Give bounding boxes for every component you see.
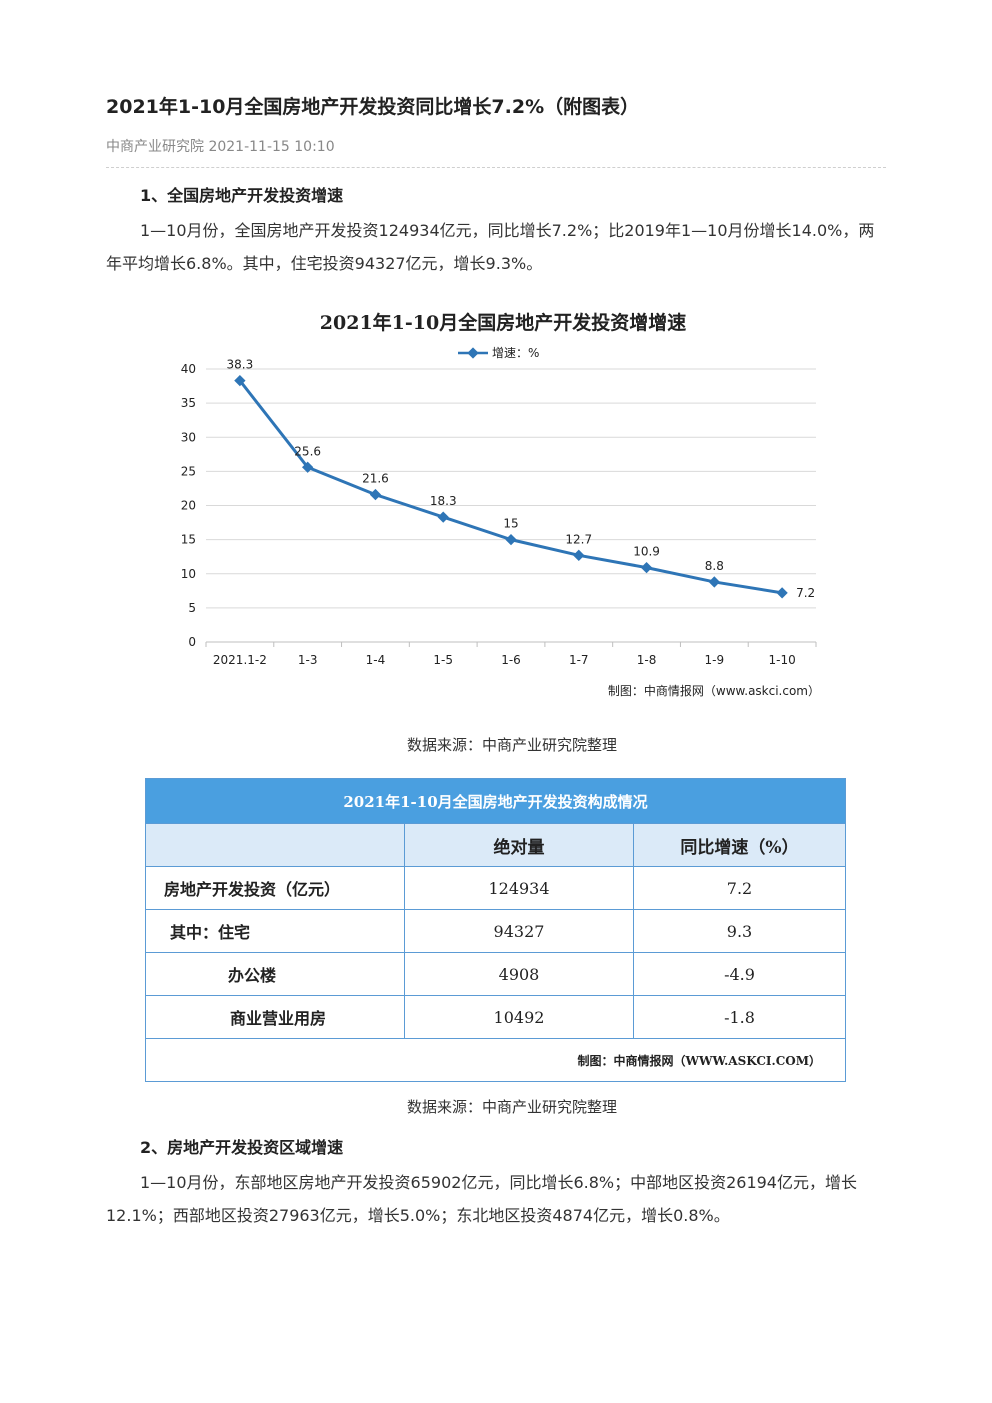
row-value: 94327 xyxy=(404,909,634,953)
table-row: 其中：住宅 94327 9.3 xyxy=(145,909,846,953)
data-label: 8.8 xyxy=(705,559,724,573)
x-tick-label: 1-3 xyxy=(298,653,318,667)
chart-title: 2021年1-10月全国房地产开发投资增增速 xyxy=(320,311,686,334)
x-tick-label: 1-6 xyxy=(501,653,521,667)
data-point xyxy=(302,461,314,473)
section1-paragraph: 1—10月份，全国房地产开发投资124934亿元，同比增长7.2%；比2019年… xyxy=(106,221,875,273)
table-header-blank xyxy=(145,823,405,867)
section2-heading: 2、房地产开发投资区域增速 xyxy=(140,1138,344,1157)
x-tick-label: 1-7 xyxy=(569,653,589,667)
y-tick-label: 0 xyxy=(188,635,196,649)
data-point xyxy=(776,587,788,599)
data-label: 18.3 xyxy=(430,494,457,508)
composition-table: 2021年1-10月全国房地产开发投资构成情况 绝对量 同比增速（%） 房地产开… xyxy=(145,778,846,1082)
article-title: 2021年1-10月全国房地产开发投资同比增长7.2%（附图表） xyxy=(106,96,640,118)
table-caption: 数据来源：中商产业研究院整理 xyxy=(406,1098,617,1116)
table-title: 2021年1-10月全国房地产开发投资构成情况 xyxy=(145,778,846,824)
data-point xyxy=(640,561,653,574)
data-label: 12.7 xyxy=(565,532,592,546)
row-growth: -4.9 xyxy=(633,952,846,996)
chart-grid xyxy=(206,368,816,609)
row-label: 其中：住宅 xyxy=(145,909,405,953)
row-value: 10492 xyxy=(404,995,634,1039)
data-point xyxy=(437,511,449,523)
table-header-value: 绝对量 xyxy=(404,823,634,867)
data-label: 38.3 xyxy=(227,358,254,372)
x-tick-label: 1-8 xyxy=(637,653,657,667)
row-growth: -1.8 xyxy=(633,995,846,1039)
x-tick-label: 1-9 xyxy=(705,653,725,667)
table-row: 办公楼 4908 -4.9 xyxy=(145,952,846,996)
chart-credit: 制图：中商情报网（www.askci.com） xyxy=(608,683,820,698)
data-point xyxy=(573,549,585,561)
growth-chart: 2021年1-10月全国房地产开发投资增增速 增速：% 0 5 10 15 20 25 30… xyxy=(148,293,848,713)
x-tick-label: 1-5 xyxy=(433,653,453,667)
chart-series: 38.3 25.6 21.6 18.3 15 12.7 10.9 8.8 7.2 xyxy=(227,358,816,600)
x-tick-label: 1-10 xyxy=(768,653,795,667)
table-credit: 制图：中商情报网（WWW.ASKCI.COM） xyxy=(145,1038,846,1082)
row-label: 商业营业用房 xyxy=(145,995,405,1039)
legend-label: 增速：% xyxy=(492,346,539,360)
row-value: 4908 xyxy=(404,952,634,996)
y-tick-label: 35 xyxy=(181,396,196,410)
data-label: 7.2 xyxy=(796,586,815,600)
table-row: 商业营业用房 10492 -1.8 xyxy=(145,995,846,1039)
article-meta: 中商产业研究院 2021-11-15 10:10 xyxy=(106,139,335,155)
y-tick-label: 10 xyxy=(181,567,196,581)
row-label: 房地产开发投资（亿元） xyxy=(145,866,405,910)
table-header-growth: 同比增速（%） xyxy=(633,823,846,867)
row-growth: 7.2 xyxy=(633,866,846,910)
chart-axes: 0 5 10 15 20 25 30 35 40 2021.1-2 1-3 1-4 1-5 1-6 1-7 1… xyxy=(181,362,817,667)
data-label: 10.9 xyxy=(633,545,660,559)
y-tick-label: 20 xyxy=(181,499,196,513)
y-tick-label: 40 xyxy=(181,362,196,376)
row-label: 办公楼 xyxy=(145,952,405,996)
data-label: 15 xyxy=(503,517,518,531)
row-growth: 9.3 xyxy=(633,909,846,953)
y-tick-label: 5 xyxy=(188,601,196,615)
data-point xyxy=(708,576,720,588)
data-label: 25.6 xyxy=(294,444,321,458)
y-tick-label: 15 xyxy=(181,533,196,547)
table-row: 房地产开发投资（亿元） 124934 7.2 xyxy=(145,866,846,910)
chart-caption: 数据来源：中商产业研究院整理 xyxy=(406,736,617,754)
divider xyxy=(106,167,886,168)
row-value: 124934 xyxy=(404,866,634,910)
series-line xyxy=(238,379,783,595)
data-label: 21.6 xyxy=(362,472,389,486)
legend-marker xyxy=(467,347,479,359)
section2-paragraph: 1—10月份，东部地区房地产开发投资65902亿元，同比增长6.8%；中部地区投… xyxy=(106,1173,857,1225)
section1-heading: 1、全国房地产开发投资增速 xyxy=(140,186,344,205)
y-tick-label: 25 xyxy=(181,464,196,478)
data-point xyxy=(369,488,382,501)
x-tick-label: 1-4 xyxy=(366,653,386,667)
y-tick-label: 30 xyxy=(181,430,196,444)
x-tick-label: 2021.1-2 xyxy=(213,653,267,667)
data-point xyxy=(505,533,517,546)
chart-svg: 2021年1-10月全国房地产开发投资增增速 增速：% 0 5 10 15 20 25 30… xyxy=(181,311,820,698)
